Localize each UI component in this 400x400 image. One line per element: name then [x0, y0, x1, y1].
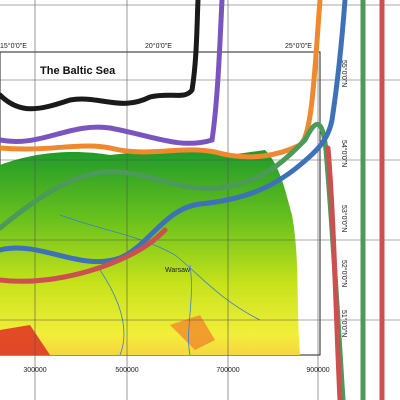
x-tick-label: 900000: [306, 367, 329, 374]
right-tick-label: 52°0'0"N: [340, 260, 348, 287]
red-line: [0, 227, 168, 284]
overlay-lines: [0, 0, 385, 400]
black-line: [0, 0, 201, 112]
blue-line: [0, 0, 348, 265]
place-label: Warsaw: [165, 267, 191, 274]
top-tick-label: 25°0'0"E: [285, 42, 312, 50]
x-tick-label: 700000: [216, 367, 239, 374]
top-tick-label: 15°0'0"E: [0, 42, 27, 50]
sea-label: The Baltic Sea: [40, 65, 116, 77]
purple-line: [0, 0, 225, 146]
highland: [170, 315, 215, 350]
orange-line: [0, 0, 323, 160]
right-tick-label: 54°0'0"N: [340, 140, 348, 167]
red-line: [325, 145, 343, 400]
river: [59, 214, 261, 356]
top-tick-label: 20°0'0"E: [145, 42, 172, 50]
right-tick-label: 51°0'0"N: [340, 310, 348, 337]
right-tick-label: 53°0'0"N: [340, 205, 348, 232]
mountains: [0, 325, 50, 355]
x-tick-label: 500000: [115, 367, 138, 374]
right-tick-label: 55°0'0"N: [340, 60, 348, 87]
x-tick-label: 300000: [23, 367, 46, 374]
